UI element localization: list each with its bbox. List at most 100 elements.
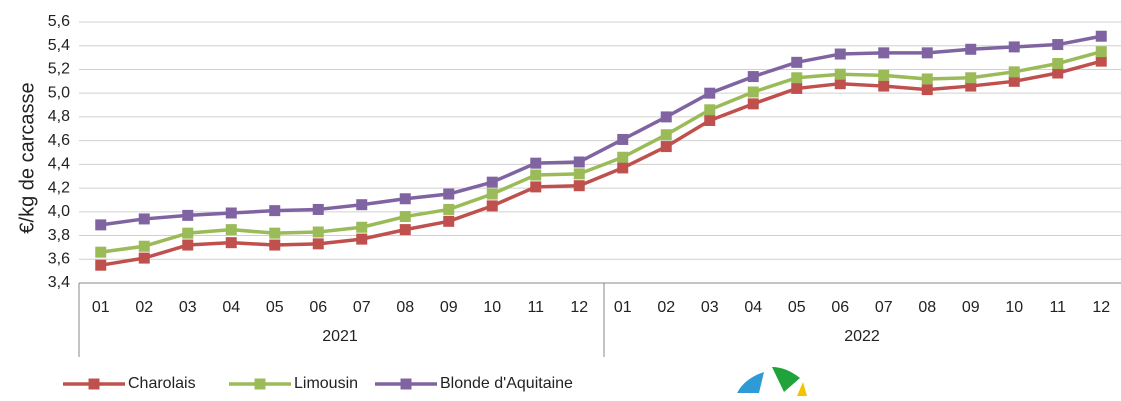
series-line (100, 49, 1102, 254)
data-point (573, 168, 585, 180)
data-point (834, 48, 846, 60)
x-tick-label: 03 (701, 299, 719, 316)
data-point (791, 72, 803, 84)
x-tick-label: 04 (744, 299, 762, 316)
y-tick-label: 3,8 (48, 227, 70, 244)
y-tick-label: 4,4 (48, 156, 70, 173)
labels: 3,4 3,6 3,8 4,0 4,2 4,4 4,6 4,8 5,0 5,2 5,4 5,6 01 02… (48, 13, 1111, 345)
data-point (269, 205, 281, 217)
data-point (443, 203, 455, 215)
data-point (356, 221, 368, 233)
x-tick-label: 09 (962, 299, 980, 316)
data-point (399, 193, 411, 205)
legend-label: Blonde d'Aquitaine (440, 375, 573, 392)
x-tick-label: 08 (396, 299, 414, 316)
legend-label: Charolais (128, 375, 196, 392)
logo-blue-shape (737, 372, 764, 393)
legend-marker (254, 378, 266, 390)
x-tick-label: 06 (309, 299, 327, 316)
data-point (1008, 66, 1020, 78)
x-tick-label: 07 (353, 299, 371, 316)
data-point (225, 224, 237, 236)
data-point (443, 215, 455, 227)
data-point (138, 252, 150, 264)
data-point (747, 86, 759, 98)
x-tick-label: 01 (614, 299, 632, 316)
data-point (95, 259, 107, 271)
data-point (791, 56, 803, 68)
data-point (878, 47, 890, 59)
data-point (356, 233, 368, 245)
data-point (399, 211, 411, 223)
data-point (921, 84, 933, 96)
x-tick-label: 05 (266, 299, 284, 316)
y-tick-label: 5,0 (48, 84, 70, 101)
x-tick-label: 10 (483, 299, 501, 316)
data-point (530, 157, 542, 169)
x-tick-label: 06 (831, 299, 849, 316)
logo-green-shape (772, 367, 800, 392)
data-point (660, 141, 672, 153)
x-tick-label: 11 (527, 299, 544, 316)
data-point (965, 43, 977, 55)
data-point (747, 71, 759, 83)
logo-yellow-shape (797, 382, 807, 396)
x-tick-label: 05 (788, 299, 806, 316)
data-point (965, 72, 977, 84)
data-point (486, 200, 498, 212)
data-point (356, 199, 368, 211)
data-point (617, 162, 629, 174)
data-point (573, 180, 585, 192)
y-tick-label: 5,2 (48, 61, 70, 78)
data-point (791, 82, 803, 94)
x-tick-label: 07 (875, 299, 893, 316)
year-label: 2021 (322, 328, 358, 345)
data-point (704, 104, 716, 116)
y-tick-label: 4,2 (48, 179, 70, 196)
x-tick-label: 12 (570, 299, 588, 316)
data-point (617, 133, 629, 145)
data-point (1095, 30, 1107, 42)
y-tick-label: 5,4 (48, 37, 70, 54)
data-point (921, 47, 933, 59)
grid (79, 21, 1121, 260)
y-tick-label: 4,8 (48, 108, 70, 125)
data-point (1052, 58, 1064, 70)
x-tick-label: 12 (1092, 299, 1110, 316)
y-tick-label: 3,4 (48, 274, 70, 291)
data-point (443, 188, 455, 200)
data-point (399, 224, 411, 236)
series-line (100, 59, 1102, 267)
x-tick-label: 04 (222, 299, 240, 316)
data-point (965, 80, 977, 92)
data-point (1008, 41, 1020, 53)
y-axis-label: €/kg de carcasse (16, 82, 38, 233)
y-tick-label: 3,6 (48, 250, 70, 267)
data-point (1008, 75, 1020, 87)
axes (78, 282, 1121, 357)
data-point (1095, 55, 1107, 67)
data-point (573, 156, 585, 168)
data-point (312, 203, 324, 215)
data-point (747, 98, 759, 110)
data-point (617, 151, 629, 163)
data-point (269, 227, 281, 239)
data-point (878, 80, 890, 92)
data-point (138, 213, 150, 225)
data-point (660, 129, 672, 141)
x-tick-label: 10 (1005, 299, 1023, 316)
data-point (95, 246, 107, 258)
data-point (182, 209, 194, 221)
logo (737, 367, 807, 396)
data-point (530, 181, 542, 193)
year-label: 2022 (844, 328, 880, 345)
legend-marker (400, 378, 412, 390)
data-point (660, 111, 672, 123)
legend-marker (88, 378, 100, 390)
x-tick-label: 02 (657, 299, 675, 316)
y-tick-label: 5,6 (48, 13, 70, 30)
data-point (1052, 67, 1064, 79)
data-point (921, 73, 933, 85)
x-tick-label: 02 (135, 299, 153, 316)
